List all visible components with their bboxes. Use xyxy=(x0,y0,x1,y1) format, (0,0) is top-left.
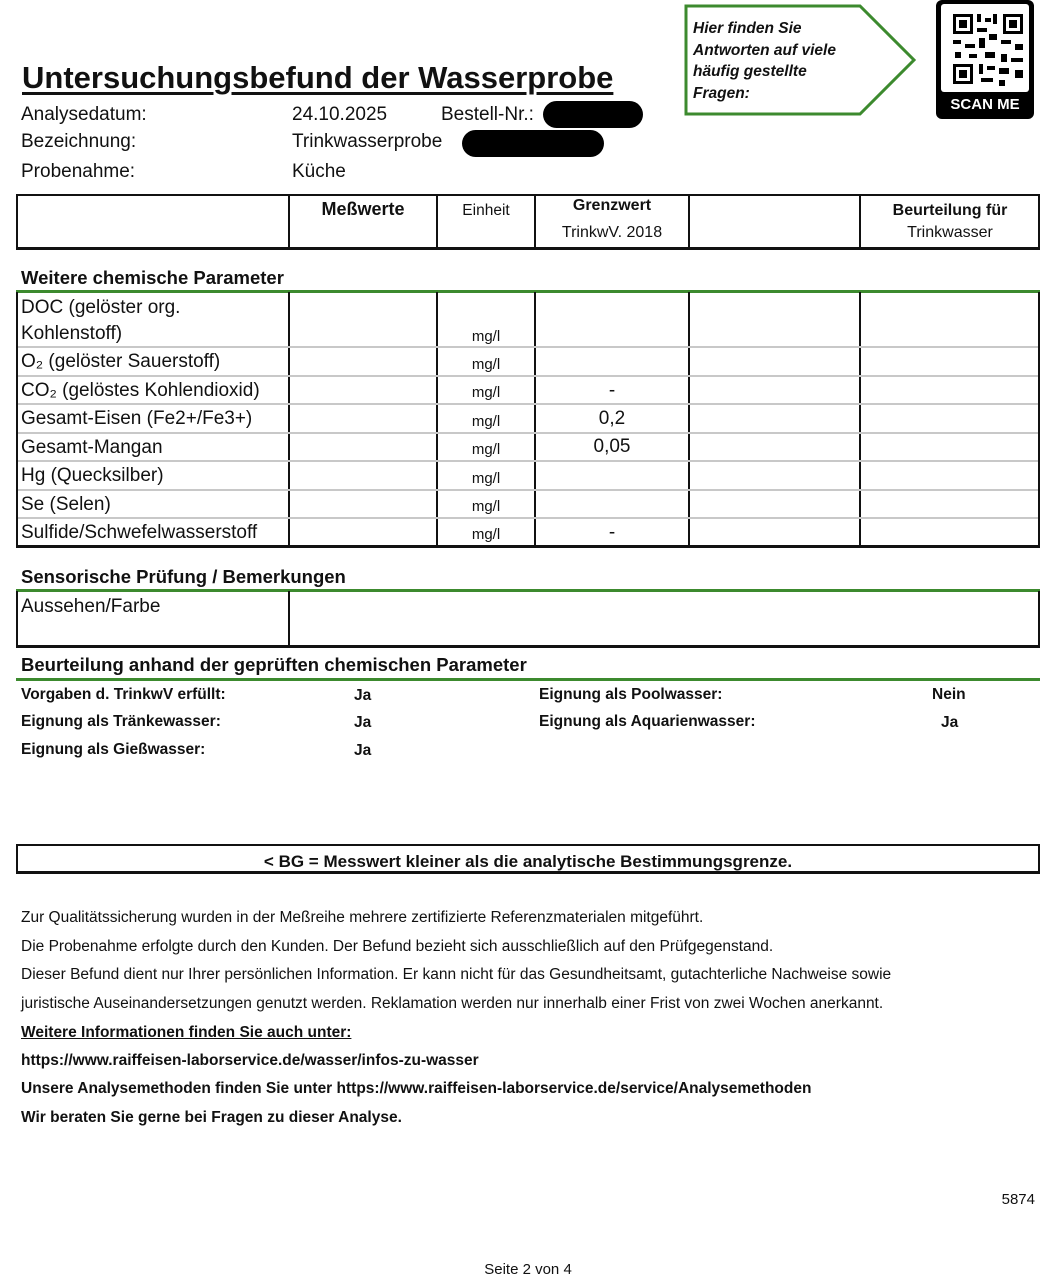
table-header xyxy=(16,194,1040,250)
footer-line: Die Probenahme erfolgte durch den Kunden… xyxy=(21,938,774,955)
assessment-value: Ja xyxy=(354,714,372,731)
callout-line: Hier finden Sie xyxy=(693,20,802,37)
redacted-designation xyxy=(462,130,604,157)
callout-line: häufig gestellte xyxy=(693,63,807,80)
param-limit: 0,05 xyxy=(593,436,631,457)
assessment-label: Eignung als Aquarienwasser: xyxy=(539,713,756,730)
param-name: CO₂ (gelöstes Kohlendioxid) xyxy=(21,380,260,401)
info-url-link[interactable]: https://www.raiffeisen-laborservice.de/w… xyxy=(21,1052,479,1069)
param-name: Sulfide/Schwefelwasserstoff xyxy=(21,522,258,543)
col-measured: Meßwerte xyxy=(321,199,405,219)
param-name: Se (Selen) xyxy=(21,494,111,515)
info-heading: Weitere Informationen finden Sie auch un… xyxy=(21,1024,352,1041)
param-unit: mg/l xyxy=(471,470,501,487)
footer-line: Dieser Befund dient nur Ihrer persönlich… xyxy=(21,966,892,983)
param-name: O₂ (gelöster Sauerstoff) xyxy=(21,351,221,372)
page-number: Seite 2 von 4 xyxy=(484,1261,572,1278)
document-code: 5874 xyxy=(1001,1191,1035,1208)
order-number-label: Bestell-Nr.: xyxy=(441,104,534,125)
qr-code-icon xyxy=(953,14,1023,86)
footer-line: juristische Auseinandersetzungen genutzt… xyxy=(21,995,884,1012)
faq-callout-arrow xyxy=(684,4,917,116)
param-unit: mg/l xyxy=(471,498,501,515)
assessment-label: Eignung als Poolwasser: xyxy=(539,686,723,703)
sampling-label: Probenahme: xyxy=(21,161,136,182)
advice-text: Wir beraten Sie gerne bei Fragen zu dies… xyxy=(21,1109,402,1126)
chem-table xyxy=(16,292,1040,548)
assessment-value: Nein xyxy=(932,686,966,703)
methods-link[interactable]: Unsere Analysemethoden finden Sie unter … xyxy=(21,1080,812,1097)
sensory-table xyxy=(16,591,1040,648)
param-name: DOC (gelöster org. xyxy=(21,297,181,318)
param-unit: mg/l xyxy=(471,356,501,373)
qr-label: SCAN ME xyxy=(950,96,1020,113)
col-unit: Einheit xyxy=(462,202,510,219)
param-name: Hg (Quecksilber) xyxy=(21,465,164,486)
appearance-label: Aussehen/Farbe xyxy=(21,596,161,617)
param-unit: mg/l xyxy=(471,441,501,458)
param-unit: mg/l xyxy=(471,526,501,543)
assessment-section-title: Beurteilung anhand der geprüften chemisc… xyxy=(21,654,527,675)
designation-label: Bezeichnung: xyxy=(21,131,137,152)
analysis-date-value: 24.10.2025 xyxy=(292,104,388,125)
faq-callout-text[interactable]: Hier finden Sie Antworten auf viele häuf… xyxy=(693,18,836,104)
chem-section-title: Weitere chemische Parameter xyxy=(21,267,284,288)
designation-value: Trinkwasserprobe xyxy=(292,131,443,152)
col-limit-sub: TrinkwV. 2018 xyxy=(561,224,663,241)
redacted-order-number xyxy=(543,101,643,128)
assessment-label: Vorgaben d. TrinkwV erfüllt: xyxy=(21,686,226,703)
assessment-value: Ja xyxy=(354,742,372,759)
assessment-value: Ja xyxy=(941,714,959,731)
param-unit: mg/l xyxy=(471,413,501,430)
callout-line: Fragen: xyxy=(693,84,750,102)
callout-line: Antworten auf viele xyxy=(693,41,836,59)
assessment-label: Eignung als Gießwasser: xyxy=(21,741,206,758)
assessment-value: Ja xyxy=(354,687,372,704)
sampling-value: Küche xyxy=(292,161,346,182)
bg-note: < BG = Messwert kleiner als die analytis… xyxy=(16,844,1040,874)
param-unit: mg/l xyxy=(471,384,501,401)
footer-line: Zur Qualitätssicherung wurden in der Meß… xyxy=(21,909,704,926)
param-name: Gesamt-Mangan xyxy=(21,437,163,458)
param-limit: - xyxy=(608,522,616,543)
col-assessment-sub: Trinkwasser xyxy=(907,224,993,241)
qr-code[interactable]: SCAN ME xyxy=(936,0,1034,119)
col-assessment: Beurteilung für xyxy=(892,202,1008,219)
analysis-date-label: Analysedatum: xyxy=(21,104,147,125)
col-limit: Grenzwert xyxy=(572,197,652,214)
param-unit: mg/l xyxy=(471,328,501,345)
param-name: Gesamt-Eisen (Fe2+/Fe3+) xyxy=(21,408,253,429)
param-limit: - xyxy=(608,380,616,401)
page-title: Untersuchungsbefund der Wasserprobe xyxy=(22,60,614,95)
param-limit: 0,2 xyxy=(598,408,626,429)
sensory-section-title: Sensorische Prüfung / Bemerkungen xyxy=(21,566,346,587)
param-name: Kohlenstoff) xyxy=(21,323,123,344)
assessment-label: Eignung als Tränkewasser: xyxy=(21,713,221,730)
